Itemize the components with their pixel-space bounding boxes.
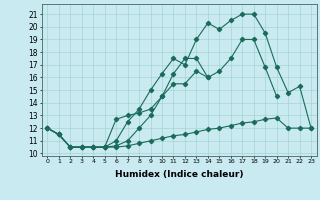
- X-axis label: Humidex (Indice chaleur): Humidex (Indice chaleur): [115, 170, 244, 179]
